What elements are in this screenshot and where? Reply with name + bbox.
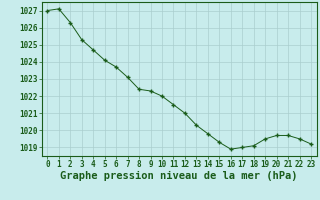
- X-axis label: Graphe pression niveau de la mer (hPa): Graphe pression niveau de la mer (hPa): [60, 171, 298, 181]
